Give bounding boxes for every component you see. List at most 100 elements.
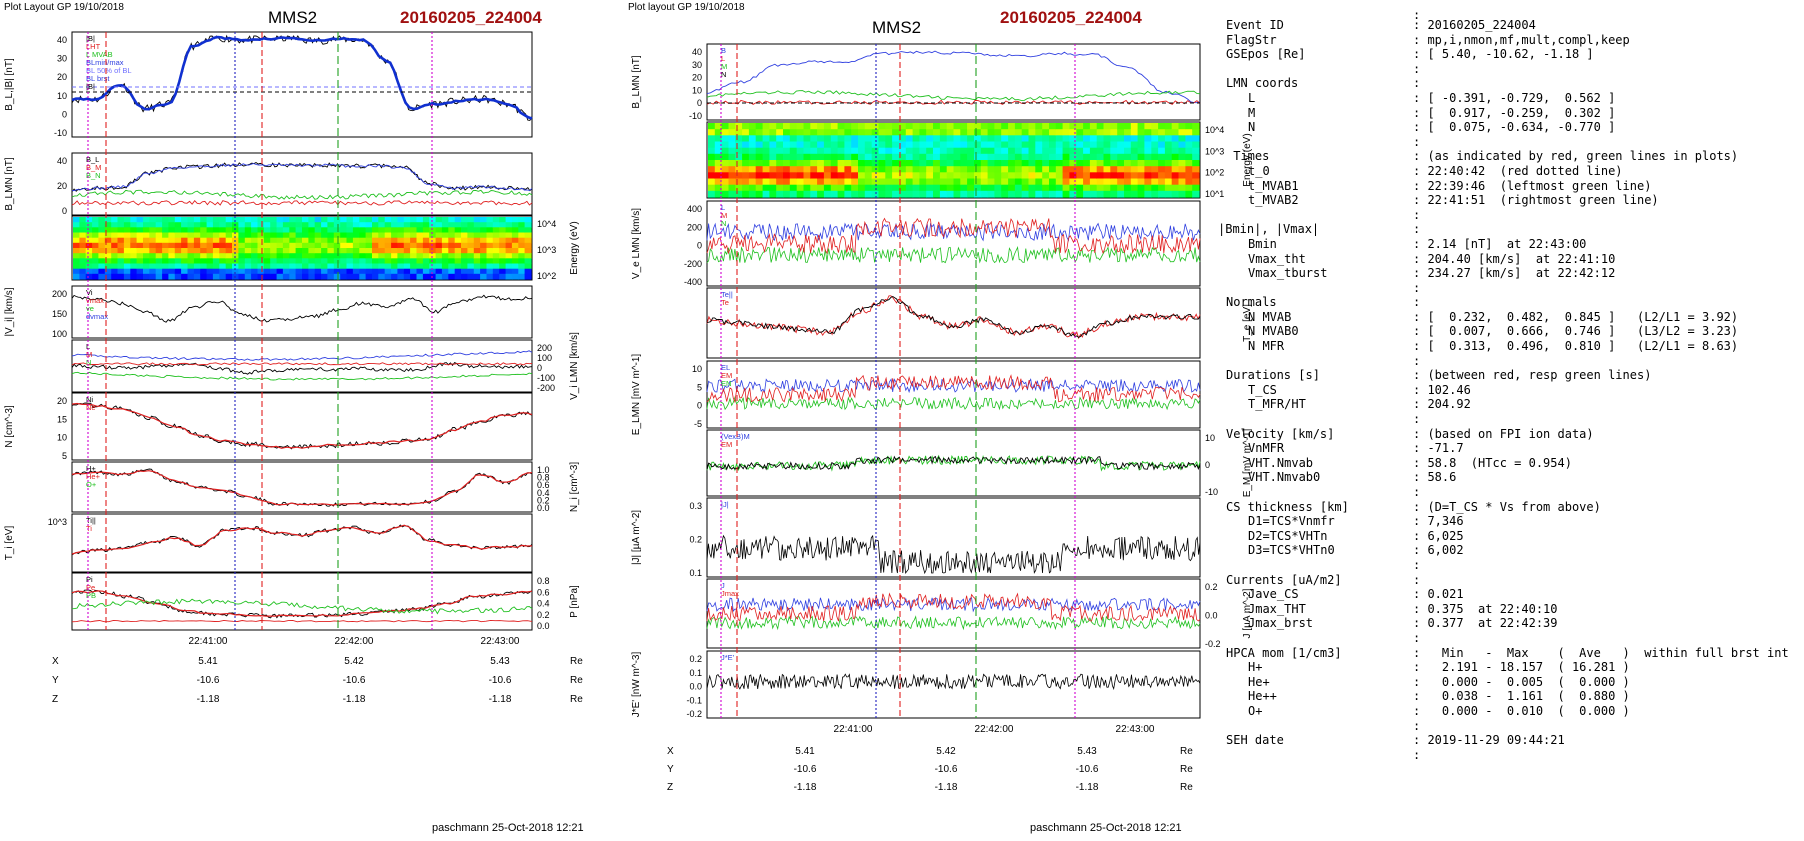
spectrogram-cell (225, 227, 233, 234)
spectrogram-cell (505, 268, 513, 275)
spectrogram-cell (486, 237, 494, 244)
spectrogram-cell (244, 253, 252, 259)
spectrogram-cell (238, 268, 246, 275)
spectrogram-cell (1117, 166, 1125, 173)
series-line (706, 597, 1201, 613)
spectrogram-cell (314, 227, 322, 234)
spectrogram-cell (473, 268, 481, 275)
spectrogram-cell (257, 248, 265, 254)
spectrogram-cell (1117, 178, 1125, 186)
spectrogram-cell (219, 248, 227, 254)
y-tick-label: 0.2 (537, 610, 550, 620)
spectrogram-cell (1008, 135, 1016, 143)
spectrogram-cell (251, 268, 259, 275)
spectrogram-cell (858, 178, 866, 186)
spectrogram-cell (708, 178, 716, 186)
spectrogram-cell (960, 153, 968, 161)
spectrogram-cell (333, 268, 341, 275)
summary-key: H+ (1248, 660, 1263, 675)
spectrogram-cell (1144, 123, 1152, 130)
spectrogram-cell (1035, 147, 1043, 155)
spectrogram-cell (810, 153, 818, 161)
spectrogram-cell (871, 190, 880, 198)
summary-row: Bmin: 2.14 [nT] at 22:43:00 (1218, 237, 1798, 252)
summary-key: CS thickness [km] (1226, 499, 1349, 514)
spectrogram-cell (232, 248, 239, 254)
spectrogram-cell (1035, 190, 1043, 198)
spectrogram-cell (378, 227, 386, 234)
y-tick-label: 10^4 (537, 219, 556, 229)
spectrogram-cell (898, 160, 907, 167)
ephem-label: Z (52, 694, 58, 705)
summary-value: [ 0.007, 0.666, 0.746 ] (L3/L2 = 3.23) (1427, 324, 1739, 339)
spectrogram-cell (92, 232, 100, 239)
spectrogram-cell (1028, 172, 1036, 180)
spectrogram-cell (181, 258, 189, 265)
spectrogram-cell (994, 129, 1002, 136)
spectrogram-cell (803, 123, 811, 130)
spectrogram-cell (174, 232, 182, 239)
spectrogram-cell (327, 232, 335, 239)
spectrogram-cell (378, 253, 386, 259)
spectrogram-cell (1069, 135, 1077, 143)
spectrogram-cell (244, 217, 252, 223)
spectrogram-cell (187, 232, 195, 239)
spectrogram-cell (960, 166, 968, 173)
spectrogram-cell (282, 227, 290, 234)
legend-entry: LHT (86, 42, 101, 51)
y-tick-label: -0.2 (686, 709, 702, 719)
spectrogram-cell (871, 160, 880, 167)
spectrogram-cell (1103, 178, 1111, 186)
spectrogram-cell (728, 123, 736, 130)
spectrogram-cell (748, 172, 757, 180)
spectrogram-cell (289, 222, 297, 228)
spectrogram-cell (104, 217, 112, 223)
spectrogram-cell (898, 184, 907, 192)
legend-entry: L (721, 54, 725, 63)
spectrogram-cell (871, 129, 880, 136)
spectrogram-cell (1124, 141, 1132, 149)
spectrogram-cell (817, 184, 825, 192)
left-plot-header: Plot Layout GP 19/10/2018 (4, 2, 124, 13)
summary-colon: : (1413, 382, 1428, 397)
spectrogram-cell (967, 147, 975, 155)
spectrogram-cell (232, 217, 239, 223)
spectrogram-cell (79, 248, 87, 254)
spectrogram-cell (1151, 135, 1159, 143)
spectrogram-cell (391, 273, 399, 280)
spectrogram-cell (181, 263, 189, 270)
series-line (706, 615, 1201, 631)
spectrogram-cell (391, 248, 399, 254)
spectrogram-cell (372, 227, 379, 234)
spectrogram-cell (1185, 129, 1193, 136)
spectrogram-cell (1055, 153, 1064, 161)
legend-entry: |J| (721, 500, 729, 509)
spectrogram-cell (174, 258, 182, 265)
spectrogram-cell (206, 258, 214, 265)
spectrogram-cell (168, 273, 176, 280)
spectrogram-cell (994, 166, 1002, 173)
spectrogram-cell (282, 237, 290, 244)
spectrogram-cell (1062, 178, 1070, 186)
summary-value: 6,025 (1427, 528, 1464, 543)
spectrogram-cell (187, 268, 195, 275)
spectrogram-cell (518, 263, 526, 270)
spectrogram-cell (974, 153, 982, 161)
spectrogram-cell (1021, 129, 1030, 136)
spectrogram-cell (1103, 141, 1111, 149)
spectrogram-cell (708, 184, 716, 192)
spectrogram-cell (708, 135, 716, 143)
summary-key: D1=TCS*Vnmfr (1248, 514, 1335, 529)
spectrogram-cell (333, 217, 341, 223)
spectrogram-cell (1124, 135, 1132, 143)
spectrogram-cell (708, 141, 716, 149)
spectrogram-cell (742, 129, 750, 136)
spectrogram-cell (1178, 135, 1186, 143)
spectrogram-cell (1035, 135, 1043, 143)
spectrogram-cell (505, 222, 513, 228)
y-tick-label: 0 (62, 206, 67, 216)
spectrogram-cell (416, 268, 424, 275)
spectrogram-cell (1055, 190, 1064, 198)
spectrogram-cell (187, 263, 195, 270)
spectrogram-cell (359, 237, 367, 244)
